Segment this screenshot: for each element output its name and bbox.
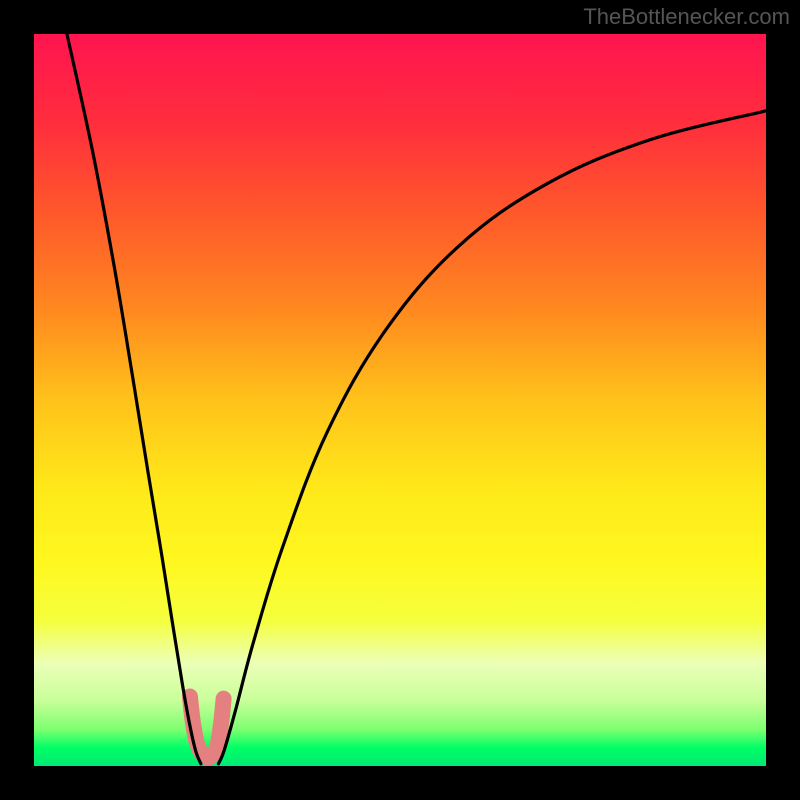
gradient-background: [34, 34, 766, 766]
watermark-text: TheBottlenecker.com: [583, 4, 790, 30]
plot-svg: [34, 34, 766, 766]
plot-area: [34, 34, 766, 766]
chart-container: TheBottlenecker.com: [0, 0, 800, 800]
